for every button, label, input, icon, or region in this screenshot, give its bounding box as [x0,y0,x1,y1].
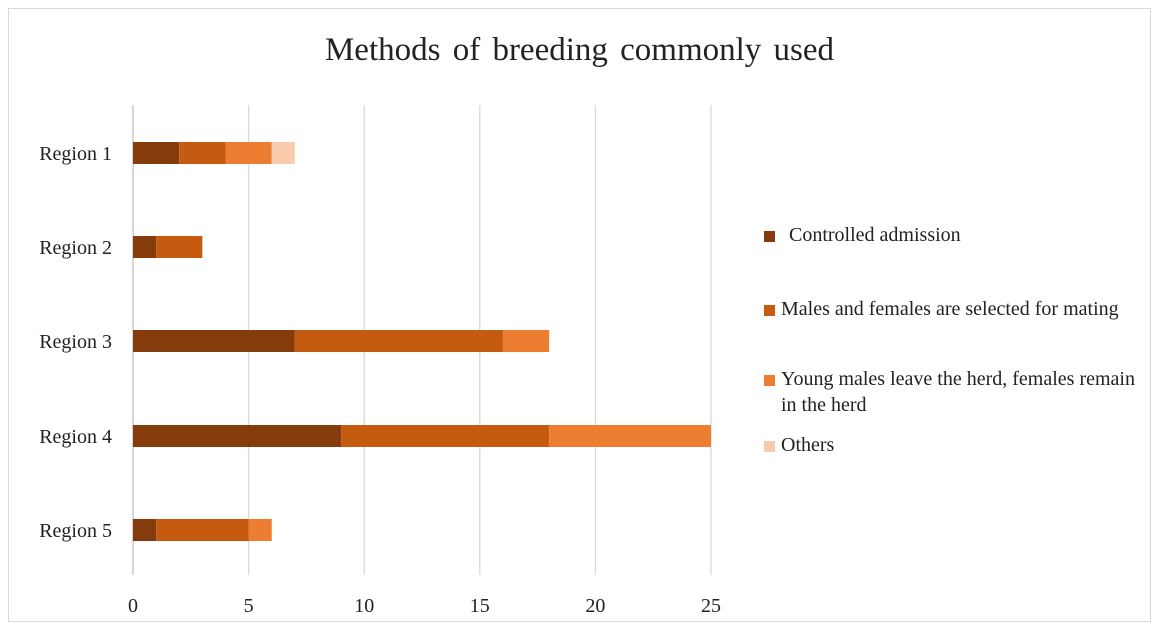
legend-label-3: Young males leave the herd, females rema… [781,368,1135,416]
bar-region-1-series-4 [271,142,295,164]
x-tick-label-20: 20 [585,595,605,617]
bar-region-4-series-1 [133,425,342,447]
legend-swatch-3 [764,375,775,386]
bar-region-2-series-1 [133,236,157,258]
x-tick-label-15: 15 [470,595,490,617]
legend-item-1: Controlled admission [764,222,1144,248]
bar-region-1-series-3 [225,142,272,164]
bar-region-1-series-2 [179,142,226,164]
bar-region-5-series-2 [156,519,249,541]
bar-region-2-series-2 [156,236,203,258]
x-tick-label-5: 5 [244,595,254,617]
bar-region-3-series-2 [294,330,503,352]
bar-region-5-series-3 [248,519,272,541]
bar-region-3-series-1 [133,330,295,352]
legend-label-4: Others [781,434,835,456]
legend-item-2: Males and females are selected for matin… [764,296,1144,322]
y-tick-label-2: Region 2 [39,237,112,259]
y-tick-label-5: Region 5 [39,520,112,542]
x-tick-label-0: 0 [128,595,138,617]
x-tick-label-25: 25 [701,595,721,617]
y-tick-label-4: Region 4 [39,426,112,448]
y-tick-label-1: Region 1 [39,143,112,165]
bar-region-3-series-3 [502,330,550,352]
legend-item-4: Others [764,432,1144,458]
legend-label-1: Controlled admission [789,224,961,246]
bar-region-4-series-2 [341,425,550,447]
legend-label-2: Males and females are selected for matin… [781,298,1119,320]
chart-title: Methods of breeding commonly used [324,32,835,68]
legend-swatch-2 [764,305,775,316]
legend-swatch-1 [764,231,775,242]
bar-region-5-series-1 [133,519,157,541]
bar-region-1-series-1 [133,142,180,164]
legend-item-3: Young males leave the herd, females rema… [764,366,1144,418]
bar-region-4-series-3 [549,425,711,447]
y-tick-label-3: Region 3 [39,331,112,353]
legend-swatch-4 [764,441,775,452]
x-tick-label-10: 10 [354,595,374,617]
